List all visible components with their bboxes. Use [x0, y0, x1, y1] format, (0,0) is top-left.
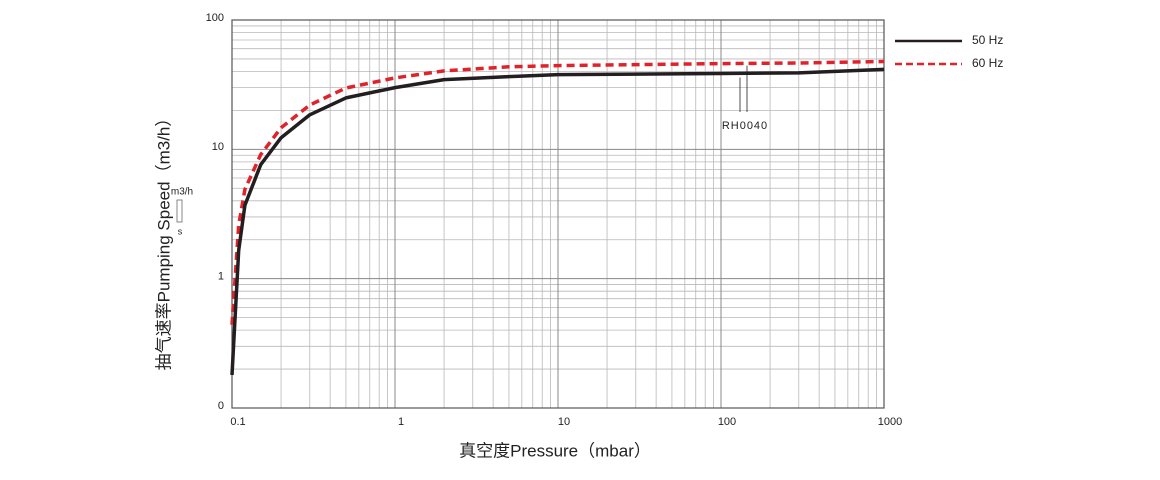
- y-tick-label: 10: [212, 141, 224, 153]
- y-axis-label: 抽气速率Pumping Speed（m3/h）: [154, 110, 173, 371]
- legend-label: 50 Hz: [972, 33, 1003, 47]
- unit-bracket: [176, 199, 183, 223]
- x-tick-label: 10: [558, 416, 570, 428]
- y-tick-label: 100: [206, 12, 224, 24]
- annotation: RH0040: [722, 120, 768, 132]
- y-unit-top: m3/h: [171, 187, 193, 198]
- x-tick-label: 1: [398, 416, 404, 428]
- y-unit-bottom: s: [178, 226, 183, 236]
- y-tick-label: 0: [218, 400, 224, 412]
- plot-frame: [231, 19, 885, 409]
- legend-label: 60 Hz: [972, 56, 1003, 70]
- x-tick-label: 0.1: [230, 416, 245, 428]
- x-tick-label: 1000: [878, 416, 902, 428]
- series-line: [230, 67, 885, 376]
- y-tick-label: 1: [218, 271, 224, 283]
- x-axis-label: 真空度Pressure（mbar）: [459, 441, 651, 460]
- x-tick-label: 100: [718, 416, 736, 428]
